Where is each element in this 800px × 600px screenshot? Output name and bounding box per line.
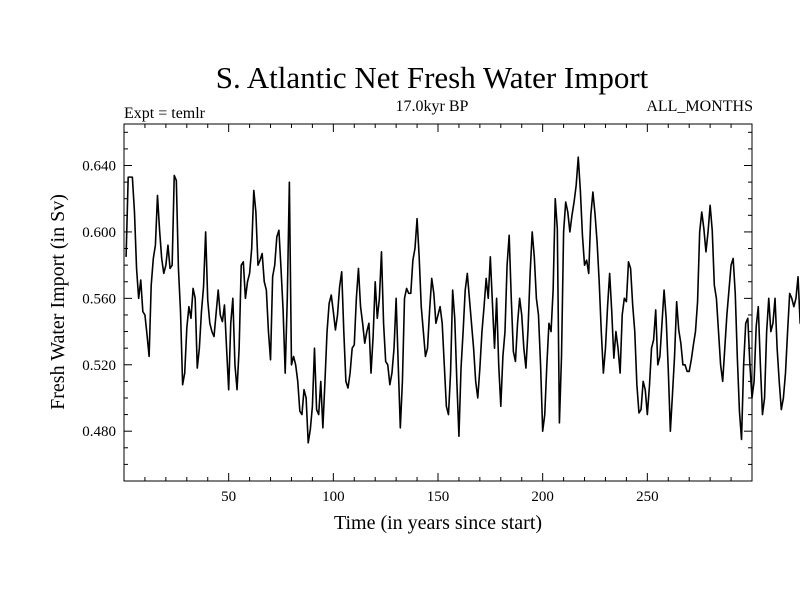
y-axis-ticks: 0.480 0.520 0.560 0.600 0.640 xyxy=(82,131,752,465)
y-tick-label: 0.640 xyxy=(82,159,116,175)
y-tick-label: 0.600 xyxy=(82,225,116,241)
y-axis-label: Fresh Water Import (in Sv) xyxy=(47,194,69,410)
y-tick-label: 0.520 xyxy=(82,358,116,374)
experiment-label: Expt = temlr xyxy=(124,105,206,122)
months-label: ALL_MONTHS xyxy=(646,98,753,115)
x-tick-label: 250 xyxy=(636,489,659,505)
y-tick-label: 0.560 xyxy=(82,291,116,307)
x-tick-label: 50 xyxy=(221,489,236,505)
chart-title: S. Atlantic Net Fresh Water Import xyxy=(216,60,649,95)
x-tick-label: 150 xyxy=(427,489,450,505)
x-axis-ticks: 50 100 150 200 250 xyxy=(144,124,732,505)
chart-subtitle: 17.0kyr BP xyxy=(396,98,469,115)
fresh-water-import-line xyxy=(125,156,800,444)
x-tick-label: 200 xyxy=(531,489,554,505)
x-tick-label: 100 xyxy=(322,489,345,505)
x-axis-label: Time (in years since start) xyxy=(334,512,542,534)
y-tick-label: 0.480 xyxy=(82,424,116,440)
